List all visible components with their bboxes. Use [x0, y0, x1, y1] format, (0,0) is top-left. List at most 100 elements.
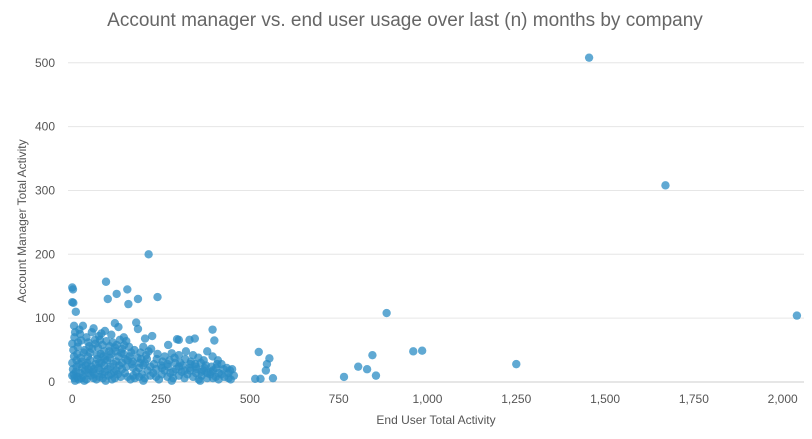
scatter-point	[103, 294, 112, 304]
scatter-point	[73, 338, 83, 347]
scatter-point	[101, 277, 111, 286]
x-axis-label: End User Total Activity	[376, 413, 495, 427]
x-tick-label: 1,500	[590, 392, 620, 406]
scatter-point	[512, 359, 521, 369]
scatter-point	[72, 362, 81, 371]
scatter-point	[163, 359, 172, 369]
y-axis-label: Account Manager Total Activity	[15, 139, 29, 302]
gridlines	[68, 62, 804, 319]
scatter-point	[68, 371, 77, 380]
x-tick-label: 750	[329, 392, 349, 406]
scatter-point	[195, 376, 205, 385]
scatter-point	[417, 346, 427, 355]
scatter-point	[339, 372, 349, 382]
scatter-point	[147, 331, 157, 341]
scatter-point	[167, 376, 176, 385]
scatter-point	[354, 362, 363, 371]
scatter-point	[220, 372, 229, 382]
scatter-point	[68, 285, 78, 294]
scatter-point	[256, 374, 265, 384]
scatter-point	[114, 322, 123, 332]
scatter-point	[112, 366, 121, 375]
data-points	[68, 53, 802, 385]
x-axis-ticks: 0 250 500 750 1,000 1,250 1,500 1,750 2,000	[69, 392, 798, 406]
x-tick-label: 500	[240, 392, 260, 406]
y-tick-label: 200	[35, 247, 55, 261]
scatter-point	[100, 354, 110, 364]
scatter-point	[132, 318, 141, 327]
x-tick-label: 2,000	[768, 392, 798, 406]
scatter-point	[124, 299, 133, 309]
scatter-point	[129, 363, 138, 373]
scatter-point	[90, 335, 100, 345]
scatter-point	[71, 307, 81, 316]
scatter-point	[100, 326, 110, 336]
scatter-point	[82, 333, 91, 342]
scatter-point	[191, 362, 201, 371]
scatter-point	[146, 344, 156, 353]
scatter-point	[208, 325, 217, 334]
scatter-point	[584, 53, 594, 62]
scatter-point	[262, 359, 272, 369]
scatter-point	[268, 373, 278, 383]
scatter-point	[83, 352, 93, 361]
x-tick-label: 1,250	[501, 392, 531, 406]
scatter-point	[82, 375, 91, 384]
scatter-point	[180, 366, 189, 375]
scatter-point	[110, 343, 120, 352]
scatter-point	[203, 347, 212, 356]
scatter-point	[140, 334, 150, 343]
scatter-point	[181, 347, 191, 356]
scatter-point	[119, 340, 129, 350]
scatter-point	[133, 324, 143, 334]
scatter-point	[127, 348, 136, 357]
scatter-point	[261, 366, 271, 375]
x-tick-label: 250	[151, 392, 171, 406]
scatter-point	[254, 347, 263, 357]
x-tick-label: 1,000	[412, 392, 442, 406]
x-tick-label: 1,750	[679, 392, 709, 406]
scatter-point	[168, 367, 178, 376]
scatter-point	[140, 358, 149, 368]
scatter-point	[362, 365, 372, 374]
y-tick-label: 300	[35, 183, 55, 197]
scatter-point	[792, 311, 802, 320]
x-tick-label: 0	[69, 392, 76, 406]
scatter-point	[170, 353, 179, 362]
y-tick-label: 400	[35, 120, 55, 134]
scatter-point	[174, 335, 184, 345]
scatter-point	[163, 340, 173, 350]
scatter-point	[112, 289, 121, 299]
scatter-point	[225, 366, 235, 375]
scatter-point	[219, 365, 228, 374]
y-tick-label: 500	[35, 56, 55, 70]
scatter-point	[185, 335, 194, 345]
scatter-point	[123, 356, 132, 365]
scatter-point	[210, 336, 219, 345]
scatter-point	[141, 350, 151, 360]
scatter-point	[69, 298, 78, 308]
scatter-point	[133, 294, 143, 304]
scatter-point	[203, 368, 212, 378]
scatter-point	[371, 371, 381, 380]
scatter-point	[409, 347, 418, 356]
scatter-point	[144, 250, 153, 259]
scatter-point	[382, 308, 391, 318]
scatter-point	[146, 371, 155, 380]
scatter-point	[117, 348, 126, 357]
scatter-point	[368, 350, 377, 360]
scatter-point	[89, 365, 98, 374]
y-axis-ticks: 0 100 200 300 400 500	[35, 56, 55, 389]
scatter-point	[102, 336, 111, 346]
scatter-point	[226, 375, 235, 384]
scatter-point	[153, 292, 162, 302]
scatter-point	[123, 285, 132, 294]
scatter-point	[93, 343, 103, 352]
y-tick-label: 100	[35, 311, 55, 325]
scatter-point	[661, 181, 670, 190]
scatter-point	[89, 324, 98, 333]
scatter-point	[107, 330, 116, 339]
chart-title: Account manager vs. end user usage over …	[107, 10, 703, 31]
scatter-point	[78, 357, 87, 366]
